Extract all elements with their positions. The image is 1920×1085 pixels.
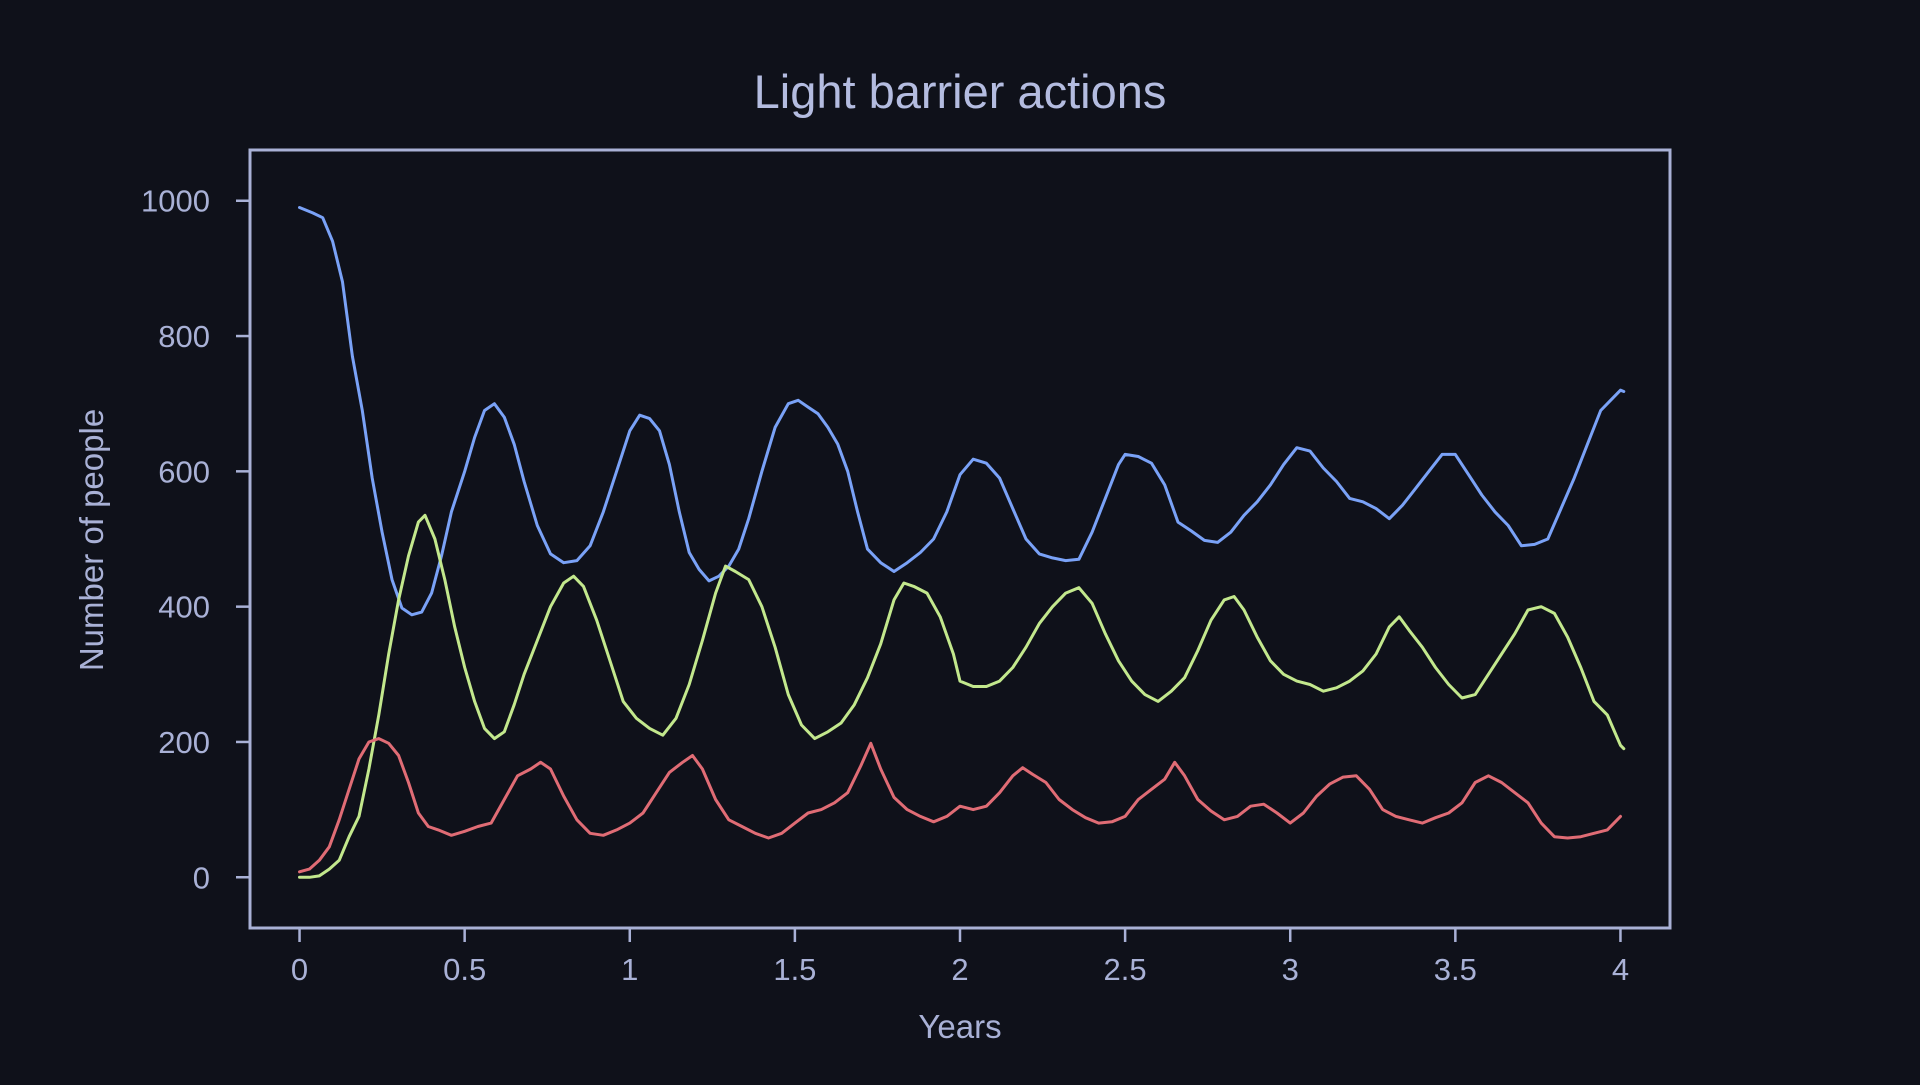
- y-tick-label: 600: [158, 454, 210, 489]
- y-tick-label: 1000: [141, 184, 210, 219]
- series-line-1: [298, 206, 1626, 617]
- x-tick-label: 0: [291, 952, 308, 987]
- axes-layer: 0 0.5 1 1.5 2 2.5 3 3.5 4 0 200 400 600 800 1000: [141, 184, 1629, 987]
- chart-title: Light barrier actions: [754, 65, 1167, 118]
- series-line-3: [298, 737, 1622, 874]
- x-tick-label: 3.5: [1434, 952, 1477, 987]
- y-tick-label: 0: [193, 860, 210, 895]
- x-tick-label: 4: [1612, 952, 1629, 987]
- x-tick-label: 3: [1282, 952, 1299, 987]
- x-axis-label: Years: [918, 1008, 1001, 1045]
- plot-frame: [248, 148, 1672, 930]
- y-axis-label: Number of people: [73, 409, 110, 671]
- x-tick-label: 1.5: [773, 952, 816, 987]
- y-tick-label: 400: [158, 590, 210, 625]
- x-tick-label: 1: [621, 952, 638, 987]
- x-tick-label: 2: [951, 952, 968, 987]
- y-tick-label: 800: [158, 319, 210, 354]
- x-tick-label: 2.5: [1104, 952, 1147, 987]
- y-tick-label: 200: [158, 725, 210, 760]
- series-line-2: [298, 513, 1626, 879]
- x-tick-label: 0.5: [443, 952, 486, 987]
- series-layer: [298, 206, 1626, 879]
